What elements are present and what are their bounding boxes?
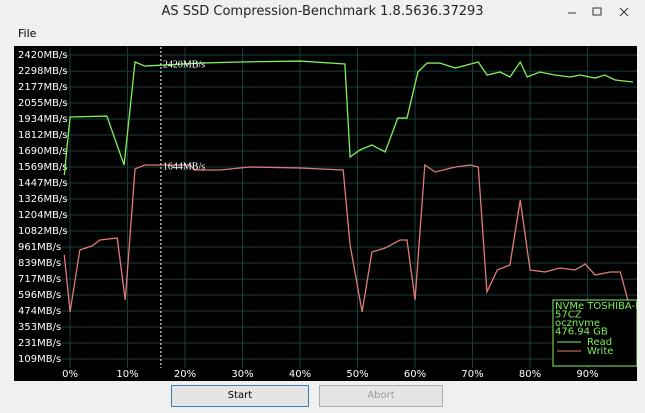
- chart-bg: [14, 46, 637, 381]
- legend-text: 476.94 GB: [555, 327, 608, 338]
- y-tick-label: 1812MB/s: [18, 130, 68, 141]
- y-tick-label: 717MB/s: [18, 274, 61, 285]
- legend-label: Write: [587, 346, 613, 357]
- y-tick-label: 961MB/s: [18, 242, 61, 253]
- y-tick-label: 109MB/s: [18, 354, 61, 365]
- series-line: [63, 163, 629, 313]
- y-tick-label: 2055MB/s: [18, 98, 68, 109]
- abort-button: Abort: [319, 385, 443, 407]
- x-tick-label: 20%: [174, 369, 196, 380]
- y-tick-label: 1690MB/s: [18, 146, 68, 157]
- x-tick-label: 10%: [116, 369, 138, 380]
- menu-file[interactable]: File: [18, 27, 37, 40]
- y-tick-label: 1326MB/s: [18, 194, 68, 205]
- y-tick-label: 2298MB/s: [18, 66, 68, 77]
- series-line: [63, 60, 634, 176]
- marker-label: 1644MB/s: [163, 161, 205, 172]
- y-tick-label: 2420MB/s: [18, 50, 68, 61]
- y-tick-label: 231MB/s: [18, 338, 61, 349]
- y-tick-label: 596MB/s: [18, 290, 61, 301]
- x-tick-label: 60%: [404, 369, 426, 380]
- y-tick-label: 474MB/s: [18, 306, 61, 317]
- x-tick-label: 50%: [346, 369, 368, 380]
- legend-text: 57CZ: [555, 310, 582, 321]
- marker-label: 2420MB/s: [163, 59, 205, 70]
- y-tick-label: 1934MB/s: [18, 114, 68, 125]
- x-tick-label: 30%: [231, 369, 253, 380]
- legend-box: [552, 299, 637, 367]
- window-title: AS SSD Compression-Benchmark 1.8.5636.37…: [161, 4, 484, 19]
- start-button[interactable]: Start: [171, 385, 309, 407]
- y-tick-label: 1082MB/s: [18, 226, 68, 237]
- x-tick-label: 90%: [576, 369, 598, 380]
- legend-text: ocznvme: [555, 318, 600, 329]
- y-tick-label: 353MB/s: [18, 322, 61, 333]
- x-tick-label: 40%: [289, 369, 311, 380]
- legend-label: Read: [587, 337, 612, 348]
- window-controls[interactable]: [560, 4, 640, 20]
- x-tick-label: 0%: [62, 369, 78, 380]
- y-tick-label: 1447MB/s: [18, 178, 68, 189]
- y-tick-label: 2177MB/s: [18, 82, 68, 93]
- y-tick-label: 1204MB/s: [18, 210, 68, 221]
- x-tick-label: 80%: [519, 369, 541, 380]
- chart: 2420MB/s 2298MB/s 2177MB/s 2055MB/s 1934MB/s…: [14, 46, 637, 381]
- y-tick-label: 1569MB/s: [18, 162, 68, 173]
- legend-text: NVMe TOSHIBA-RD: [555, 301, 637, 312]
- y-tick-label: 839MB/s: [18, 258, 61, 269]
- x-tick-label: 70%: [461, 369, 483, 380]
